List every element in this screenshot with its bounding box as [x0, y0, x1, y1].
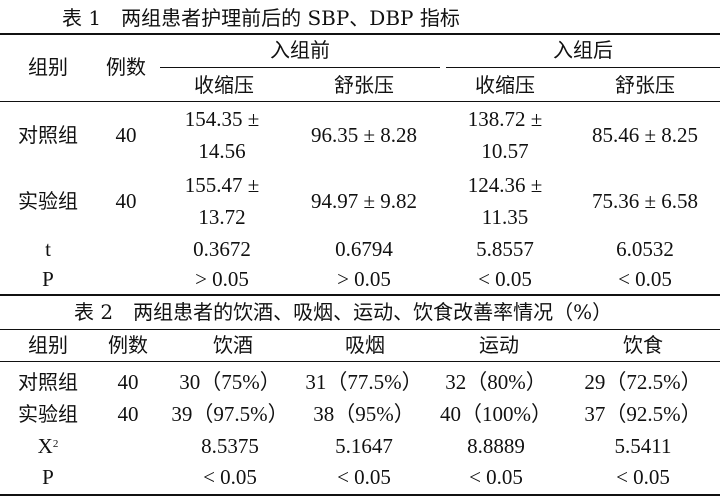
- table2-header-count: 例数: [108, 333, 148, 357]
- table2-cell-exercise: 40（100%）: [440, 402, 552, 426]
- table1-cell-dbp-after: 6.0532: [616, 237, 674, 261]
- table2-cell-group: 对照组: [18, 370, 78, 394]
- table1-cell-count: [96, 234, 156, 264]
- table2-cell-count: 40: [117, 402, 139, 426]
- table2-cell-group: 实验组: [18, 402, 78, 426]
- table1-cell-group: 对照组: [18, 123, 78, 147]
- table2-cell-count: [96, 462, 160, 492]
- table1-cell-sbp-after: < 0.05: [478, 267, 532, 291]
- table2-cell-drinking: 39（97.5%）: [171, 402, 289, 426]
- table2-top-rule: [0, 329, 720, 330]
- table1-cell-dbp-before: 94.97 ± 9.82: [310, 189, 418, 213]
- table1-cell-group: t: [45, 237, 51, 261]
- table1-header-dbp-after: 舒张压: [615, 72, 675, 97]
- table1-cell-group: 实验组: [18, 189, 78, 213]
- table1-cell-dbp-after: 75.36 ± 6.58: [591, 189, 699, 213]
- table2-cell-diet: 37（92.5%）: [584, 402, 702, 426]
- table1-cell-sbp-before: > 0.05: [195, 267, 249, 291]
- table2-cell-diet: 29（72.5%）: [584, 370, 702, 394]
- table1-header-count: 例数: [106, 55, 146, 79]
- table2-bottom-rule: [0, 494, 720, 496]
- table1-header-sbp-before: 收缩压: [194, 72, 254, 97]
- table1-cell-dbp-before: > 0.05: [337, 267, 391, 291]
- table2-cell-smoking: 31（77.5%）: [305, 370, 423, 394]
- table2-cell-drinking: 8.5375: [201, 434, 259, 458]
- table2-cell-drinking: 30（75%）: [179, 370, 281, 394]
- table1-subheader-rule-after: [446, 67, 720, 68]
- table1-cell-dbp-after: 85.46 ± 8.25: [591, 123, 699, 147]
- table1-cell-dbp-after: < 0.05: [618, 267, 672, 291]
- table2-cell-diet: 5.5411: [614, 434, 672, 458]
- table1-cell-count: 40: [115, 189, 137, 213]
- table2-header-rule: [0, 361, 720, 362]
- table1-cell-dbp-before: 96.35 ± 8.28: [310, 123, 418, 147]
- table1-header-rule: [0, 101, 720, 102]
- table1-cell-sbp-before: 155.47 ± 13.72: [184, 173, 260, 229]
- table1-cell-sbp-after: 5.8557: [476, 237, 534, 261]
- table1-cell-sbp-before: 0.3672: [193, 237, 251, 261]
- table1-cell-sbp-after: 124.36 ± 11.35: [467, 173, 543, 229]
- table1-bottom-rule: [0, 294, 720, 296]
- table2-header-group: 组别: [28, 333, 68, 357]
- table1-header-before: 入组前: [270, 38, 330, 62]
- table2-cell-diet: < 0.05: [616, 465, 670, 489]
- table1-cell-sbp-after: 138.72 ± 10.57: [467, 107, 543, 163]
- chi-square-symbol: X: [37, 434, 53, 458]
- table1-top-rule: [0, 33, 720, 35]
- table2-cell-drinking: < 0.05: [203, 465, 257, 489]
- table2-cell-exercise: 8.8889: [467, 434, 525, 458]
- table2-header-drinking: 饮酒: [213, 333, 253, 357]
- table1-cell-count: 40: [115, 123, 137, 147]
- table2-cell-exercise: 32（80%）: [445, 370, 547, 394]
- table1-header-group: 组别: [28, 55, 68, 79]
- table1-subheader-rule-before: [160, 67, 440, 68]
- table2-cell-group: P: [42, 465, 54, 489]
- table1-cell-count: [96, 264, 156, 294]
- table1-header-dbp-before: 舒张压: [334, 72, 394, 97]
- chi-square-superscript: 2: [52, 438, 59, 450]
- table1-caption: 表 1 两组患者护理前后的 SBP、DBP 指标: [62, 6, 460, 30]
- table2-cell-count: [96, 430, 160, 462]
- table2-cell-smoking: 38（95%）: [313, 402, 415, 426]
- table2-cell-exercise: < 0.05: [469, 465, 523, 489]
- table1-header-sbp-after: 收缩压: [475, 72, 535, 97]
- table2-cell-smoking: 5.1647: [335, 434, 393, 458]
- table2-cell-smoking: < 0.05: [337, 465, 391, 489]
- table1-cell-dbp-before: 0.6794: [335, 237, 393, 261]
- table2-header-exercise: 运动: [479, 333, 519, 357]
- table2-header-diet: 饮食: [623, 333, 663, 357]
- table2-cell-count: 40: [117, 370, 139, 394]
- table1-cell-group: P: [42, 267, 54, 291]
- table2-caption: 表 2 两组患者的饮酒、吸烟、运动、饮食改善率情况（%）: [74, 300, 613, 324]
- table2-header-smoking: 吸烟: [345, 333, 385, 357]
- table1-cell-sbp-before: 154.35 ± 14.56: [184, 107, 260, 163]
- table1-header-after: 入组后: [553, 38, 613, 62]
